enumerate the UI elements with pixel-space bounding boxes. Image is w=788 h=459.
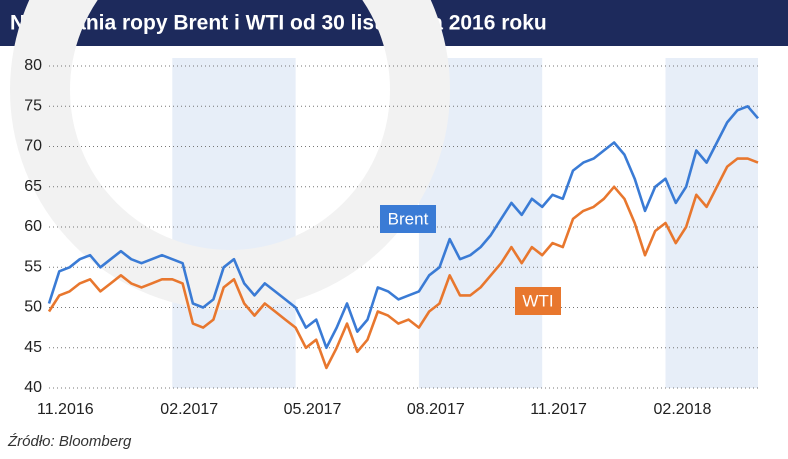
series-line (47, 105, 759, 350)
x-tick-label: 05.2017 (284, 401, 342, 418)
period-band (172, 58, 296, 388)
source: Źródło: Bloomberg (7, 433, 132, 450)
legend-label: Brent (388, 209, 429, 228)
legend-box (515, 287, 561, 315)
watermark (10, 0, 450, 310)
y-tick-label: 80 (24, 57, 42, 74)
x-tick-label: 11.2016 (37, 401, 94, 418)
y-tick-label: 50 (24, 299, 42, 316)
x-tick-label: 02.2018 (654, 401, 712, 418)
series-line (47, 157, 759, 370)
y-tick-label: 65 (24, 178, 42, 195)
legend-label: WTI (522, 291, 553, 310)
y-tick-label: 40 (24, 379, 42, 396)
period-band (665, 58, 758, 388)
y-tick-label: 70 (24, 138, 42, 155)
x-tick-label: 08.2017 (407, 401, 465, 418)
x-tick-label: 02.2017 (160, 401, 218, 418)
legend-box (380, 205, 436, 233)
x-tick-label: 11.2017 (530, 401, 587, 418)
y-tick-label: 75 (24, 97, 42, 114)
y-tick-label: 55 (24, 258, 42, 275)
chart-title: Notowania ropy Brent i WTI od 30 listopa… (10, 12, 547, 35)
y-tick-label: 45 (24, 339, 42, 356)
y-tick-label: 60 (24, 218, 42, 235)
